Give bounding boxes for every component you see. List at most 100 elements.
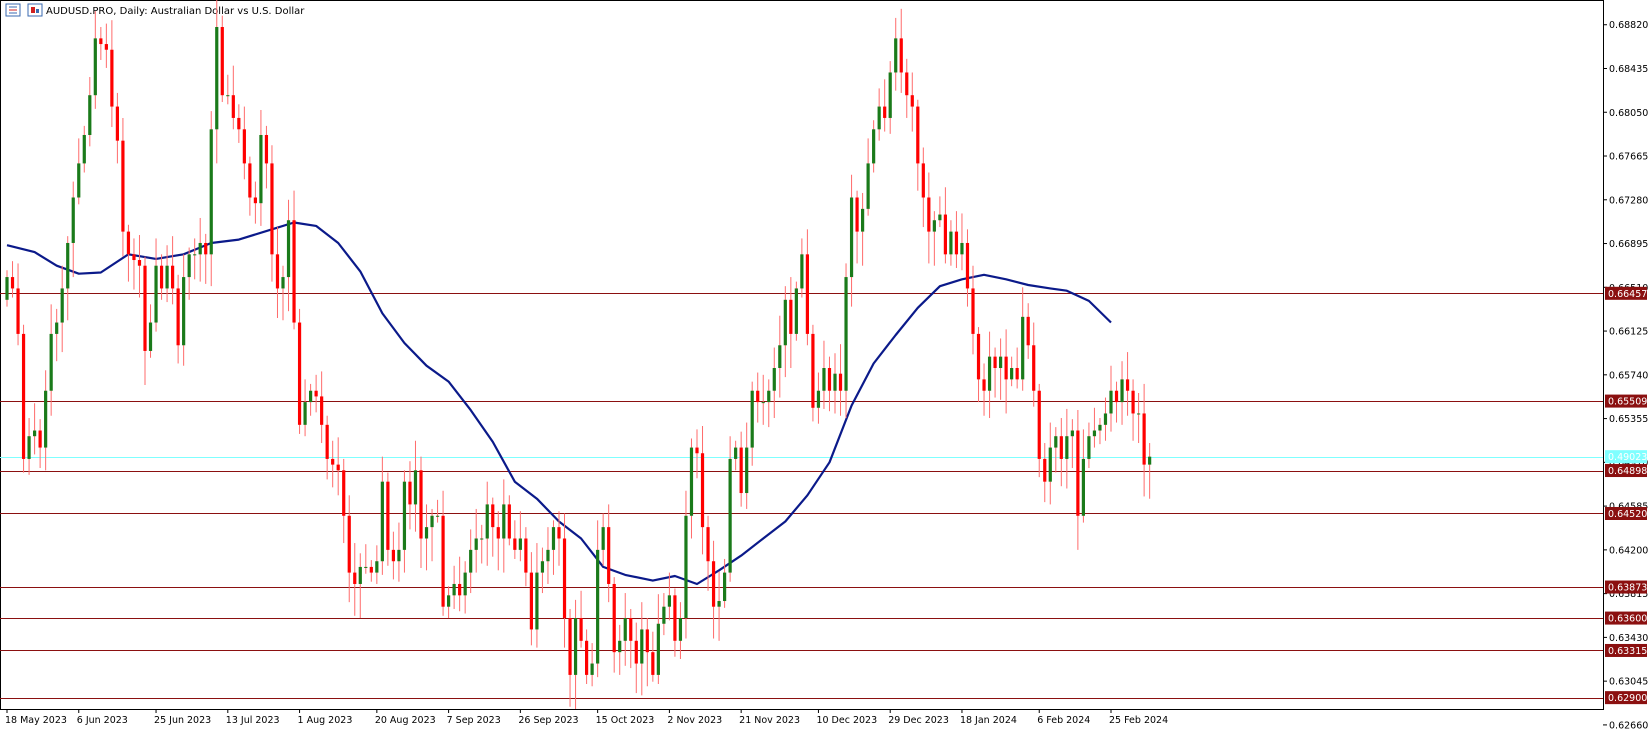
- candle: [104, 23, 108, 68]
- candle-body: [77, 163, 81, 198]
- candle: [60, 265, 64, 353]
- candle: [667, 572, 671, 621]
- candle: [579, 590, 583, 648]
- candle-body: [44, 390, 48, 448]
- candle-body: [827, 368, 832, 391]
- candle: [55, 308, 59, 362]
- candle: [121, 117, 125, 257]
- candle-body: [921, 163, 925, 198]
- level-tag: [1605, 691, 1647, 705]
- candle-body: [723, 572, 727, 602]
- candle-body: [132, 254, 136, 261]
- candle: [165, 245, 169, 303]
- candle: [1125, 352, 1130, 416]
- candle: [270, 145, 274, 282]
- candle-body: [568, 618, 572, 675]
- candle: [286, 199, 291, 312]
- candle: [303, 379, 307, 437]
- candle: [27, 418, 31, 475]
- candle: [634, 622, 638, 694]
- candle: [441, 490, 445, 616]
- candle: [999, 338, 1003, 400]
- candle: [535, 543, 539, 648]
- candle: [430, 508, 434, 562]
- candle-body: [805, 254, 809, 334]
- candle-body: [822, 368, 826, 391]
- candle: [546, 527, 550, 584]
- candle-body: [27, 436, 31, 459]
- candle-body: [629, 618, 633, 641]
- candle-body: [209, 129, 213, 255]
- candle: [435, 499, 440, 523]
- candle: [77, 138, 81, 205]
- y-tick-label: 0.68820: [1609, 20, 1648, 31]
- candle: [480, 524, 484, 564]
- candles-icon[interactable]: [5, 3, 21, 17]
- candle: [193, 238, 197, 280]
- y-tick-label: 0.66125: [1609, 327, 1648, 338]
- candle: [380, 456, 384, 575]
- candle-body: [999, 356, 1003, 369]
- y-tick-label: 0.64200: [1609, 545, 1648, 556]
- candle: [353, 543, 357, 616]
- candle: [281, 265, 285, 321]
- candle: [342, 458, 346, 544]
- candle-body: [982, 379, 986, 391]
- candle-body: [916, 106, 920, 164]
- candle: [1032, 322, 1036, 407]
- candle-body: [115, 106, 119, 141]
- candle: [673, 588, 677, 657]
- candle-body: [469, 549, 473, 573]
- candle-body: [1010, 368, 1014, 380]
- candle-body: [242, 129, 246, 164]
- candle-body: [640, 629, 644, 664]
- candle-body: [408, 481, 412, 505]
- candle: [540, 547, 545, 594]
- chart-window-icon[interactable]: [27, 3, 43, 17]
- candle-body: [447, 595, 451, 607]
- candle-body: [281, 277, 285, 289]
- candle-body: [932, 220, 936, 232]
- candle: [275, 227, 280, 318]
- candle-body: [474, 538, 478, 550]
- candle: [88, 77, 92, 147]
- candle-body: [949, 231, 953, 255]
- candle: [838, 344, 843, 416]
- candle: [640, 602, 644, 696]
- candle-body: [320, 396, 324, 425]
- candle-body: [557, 527, 561, 539]
- candle: [143, 256, 147, 386]
- candle-body: [364, 566, 368, 568]
- candle-body: [55, 322, 59, 334]
- x-tick-label: 18 Jan 2024: [960, 715, 1017, 726]
- level-tag-label: 0.66457: [1608, 289, 1647, 300]
- candle: [872, 120, 876, 173]
- candle-body: [778, 345, 782, 369]
- x-tick-label: 21 Nov 2023: [739, 715, 800, 726]
- candle-body: [137, 260, 142, 266]
- candle: [38, 419, 42, 469]
- candle: [49, 304, 53, 416]
- candle-body: [894, 38, 898, 73]
- plot-area[interactable]: [0, 0, 1604, 710]
- candle: [402, 470, 407, 573]
- time-axis[interactable]: 18 May 2023 6 Jun 2023 25 Jun 2023 13 Jul 2…: [5, 709, 1168, 726]
- candle-body: [215, 27, 219, 130]
- candle-body: [745, 447, 749, 494]
- candle-body: [1032, 345, 1036, 391]
- candle-body: [645, 629, 649, 653]
- candle: [949, 220, 953, 266]
- candle: [750, 381, 754, 466]
- candle-body: [551, 527, 556, 550]
- candle-body: [596, 549, 600, 664]
- candle: [496, 511, 500, 571]
- candle: [529, 552, 533, 646]
- candle: [557, 511, 561, 566]
- candle-body: [573, 618, 578, 675]
- x-tick-label: 2 Nov 2023: [667, 715, 722, 726]
- candle: [1148, 443, 1152, 499]
- level-tag-label: 0.63315: [1608, 646, 1647, 657]
- candle: [844, 263, 848, 419]
- candle-body: [380, 481, 384, 562]
